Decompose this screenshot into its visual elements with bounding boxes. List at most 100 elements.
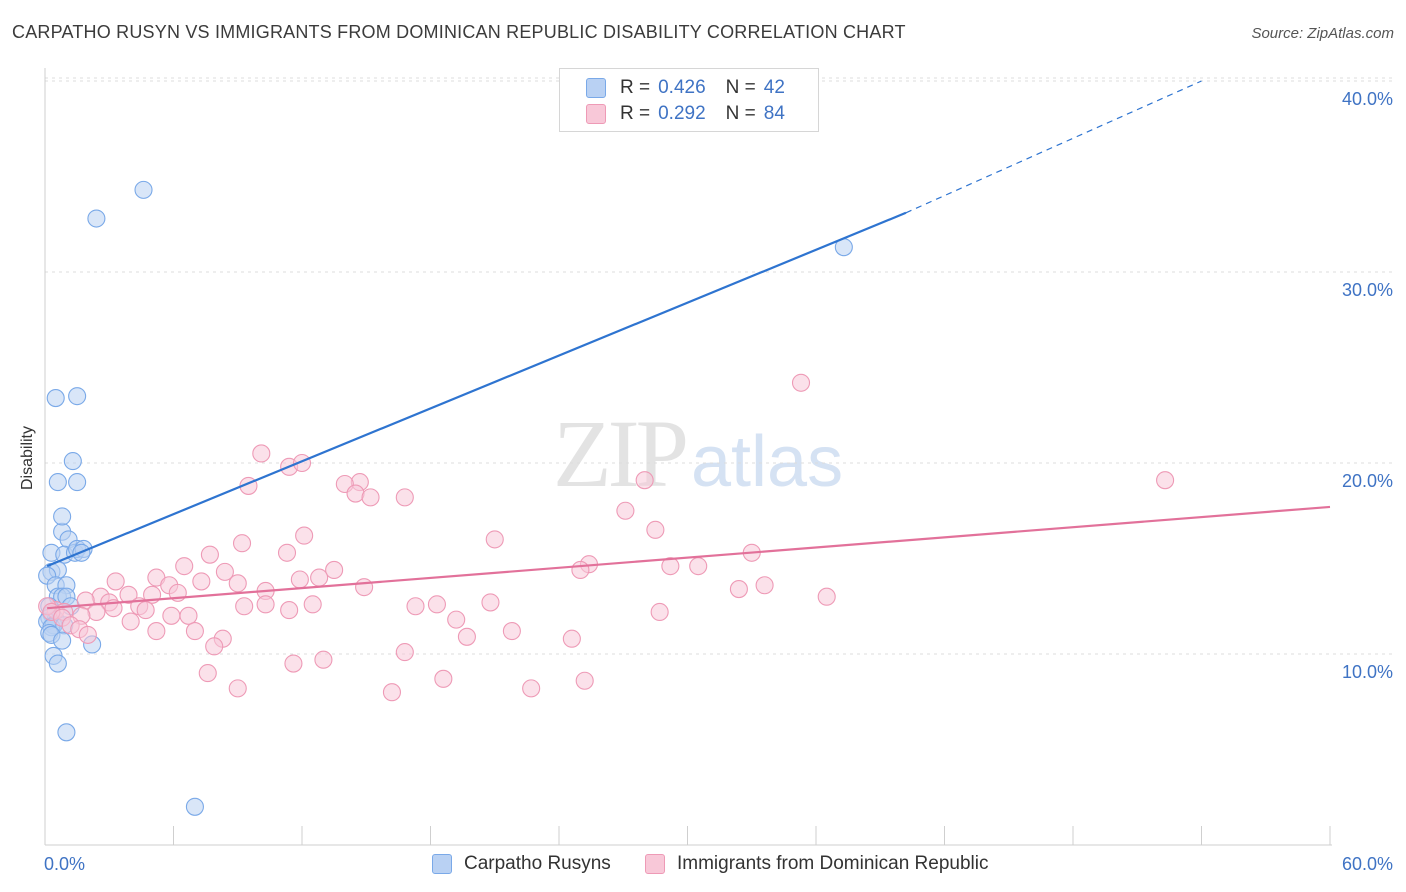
point-dominican — [119, 585, 138, 604]
trend-line-rusyn-extension — [905, 80, 1202, 214]
legend-item-dominican: Immigrants from Dominican Republic — [645, 851, 989, 877]
point-dominican — [791, 373, 811, 392]
point-dominican — [817, 587, 836, 606]
y-tick-label: 40.0% — [1342, 89, 1393, 109]
point-rusyn — [63, 452, 82, 471]
point-dominican — [228, 679, 247, 698]
point-dominican — [175, 557, 194, 576]
point-dominican — [256, 595, 275, 614]
point-dominican — [406, 597, 425, 616]
point-dominican — [228, 574, 247, 593]
stats-legend: R = 0.426 N = 42 R = 0.292 N = 84 — [559, 68, 819, 132]
point-dominican — [310, 568, 329, 587]
point-rusyn — [87, 209, 106, 228]
point-dominican — [755, 576, 774, 595]
source-credit: Source: ZipAtlas.com — [1251, 25, 1394, 42]
r-value: 0.426 — [658, 77, 706, 98]
gridlines — [45, 77, 1395, 655]
dominican-legend-swatch-icon — [645, 854, 665, 874]
point-dominican — [562, 629, 581, 648]
series-carpatho-rusyns — [38, 180, 853, 816]
point-dominican — [571, 560, 590, 580]
point-dominican — [616, 501, 635, 520]
watermark-atlas: atlas — [691, 422, 844, 502]
n-value: 84 — [763, 103, 785, 124]
point-dominican — [205, 637, 224, 656]
point-rusyn — [68, 387, 87, 406]
point-dominican — [179, 606, 198, 625]
tick-labels: 10.0% 20.0% 30.0% 40.0% 0.0% 60.0% — [44, 89, 1393, 874]
trend-line-dominican — [47, 505, 1331, 610]
point-dominican — [355, 578, 374, 597]
series-dominican-republic — [38, 373, 1175, 702]
point-dominican — [280, 601, 299, 620]
r-label: R = — [620, 103, 651, 124]
point-dominican — [661, 557, 680, 576]
y-tick-label: 20.0% — [1342, 471, 1393, 491]
point-dominican — [215, 562, 234, 581]
point-dominican — [481, 593, 500, 612]
point-dominican — [232, 534, 252, 553]
n-label: N = — [725, 77, 756, 98]
point-dominican — [502, 622, 521, 641]
watermark: ZIPatlas — [553, 398, 843, 509]
point-dominican — [325, 560, 344, 580]
point-dominican — [147, 622, 166, 641]
n-label: N = — [725, 103, 756, 124]
point-dominican — [447, 610, 466, 629]
point-dominican — [121, 612, 140, 631]
point-dominican — [290, 570, 309, 589]
point-dominican — [284, 654, 303, 673]
point-rusyn — [46, 389, 65, 408]
point-dominican — [395, 643, 414, 662]
point-dominican — [162, 606, 181, 625]
point-rusyn — [53, 507, 72, 526]
rusyn-swatch-icon — [586, 78, 606, 98]
point-dominican — [427, 595, 446, 614]
point-rusyn — [48, 654, 67, 673]
point-dominican — [689, 557, 708, 576]
axes — [44, 68, 1332, 846]
rusyn-legend-swatch-icon — [432, 854, 452, 874]
point-rusyn — [53, 631, 72, 650]
point-dominican — [106, 572, 125, 591]
point-dominican — [346, 484, 365, 503]
point-dominican — [1156, 471, 1175, 490]
trend-line-rusyn — [46, 211, 907, 568]
point-dominican — [200, 545, 219, 564]
point-dominican — [635, 471, 654, 490]
point-dominican — [395, 488, 414, 507]
point-rusyn — [134, 180, 153, 199]
point-dominican — [192, 572, 211, 591]
point-dominican — [729, 580, 748, 599]
point-dominican — [457, 627, 476, 646]
point-dominican — [382, 683, 402, 702]
point-dominican — [198, 664, 217, 683]
point-dominican — [185, 622, 204, 641]
x-tick-label: 0.0% — [44, 854, 85, 874]
legend-item-rusyns: Carpatho Rusyns — [432, 851, 611, 877]
point-dominican — [650, 602, 669, 622]
point-dominican — [314, 650, 333, 669]
x-tick-label: 60.0% — [1342, 854, 1393, 874]
y-tick-label: 10.0% — [1342, 662, 1393, 682]
point-dominican — [434, 669, 453, 688]
point-dominican — [522, 679, 541, 698]
legend-label-rusyns: Carpatho Rusyns — [464, 853, 611, 874]
r-label: R = — [620, 77, 651, 98]
point-dominican — [136, 601, 155, 620]
point-dominican — [361, 488, 380, 507]
point-dominican — [575, 671, 594, 690]
point-dominican — [277, 543, 297, 562]
point-rusyn — [48, 473, 67, 492]
point-dominican — [87, 602, 106, 622]
point-rusyn — [57, 723, 76, 742]
chart-title: CARPATHO RUSYN VS IMMIGRANTS FROM DOMINI… — [12, 22, 906, 42]
point-rusyn — [68, 473, 87, 492]
point-dominican — [235, 597, 254, 616]
point-dominican — [295, 526, 314, 545]
stats-legend-row-dominican: R = 0.292 N = 84 — [586, 102, 785, 126]
stats-legend-row-rusyn: R = 0.426 N = 42 — [586, 76, 785, 100]
trend-lines — [46, 80, 1331, 610]
